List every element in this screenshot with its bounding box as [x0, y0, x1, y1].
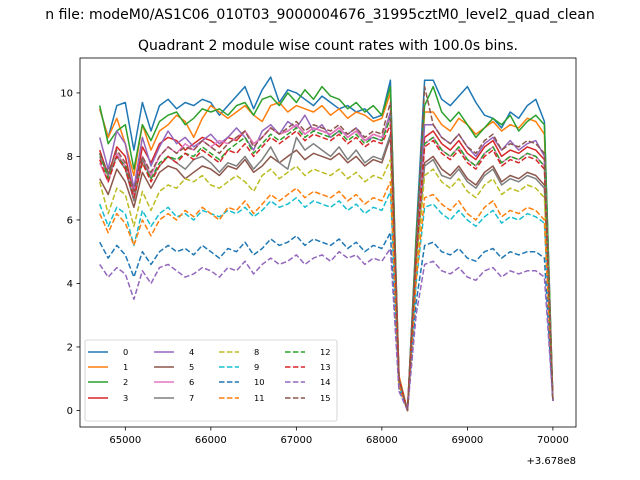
legend-label-12: 12	[320, 347, 331, 357]
series-line-15	[99, 85, 554, 412]
legend-label-5: 5	[189, 362, 194, 372]
series-line-12	[98, 117, 554, 412]
y-tick-label: 10	[60, 89, 73, 100]
y-axis-ticks: 0 2 4 6 8 10	[60, 89, 80, 417]
legend-label-15: 15	[320, 393, 331, 403]
legend-label-8: 8	[254, 347, 259, 357]
legend-label-2: 2	[123, 377, 128, 387]
x-axis-ticks: 65000 66000 67000 68000 69000 70000	[109, 427, 569, 446]
series-line-1	[98, 92, 554, 412]
legend-box	[84, 339, 338, 422]
x-tick-label: 67000	[280, 435, 312, 446]
series-line-2	[98, 85, 554, 412]
x-tick-label: 65000	[109, 435, 141, 446]
legend-label-14: 14	[320, 377, 331, 387]
y-tick-label: 8	[67, 152, 73, 163]
x-tick-label: 68000	[366, 435, 398, 446]
legend-label-11: 11	[254, 393, 265, 403]
series-line-13	[98, 123, 554, 412]
y-tick-label: 4	[67, 279, 73, 290]
axes-frame	[79, 57, 577, 428]
x-tick-label: 66000	[195, 435, 227, 446]
series-line-10	[99, 231, 554, 412]
x-tick-label: 69000	[451, 435, 483, 446]
series-line-8	[98, 158, 554, 412]
legend-label-9: 9	[254, 362, 259, 372]
x-axis-offset-label: +3.678e8	[526, 456, 576, 467]
y-tick-label: 0	[67, 406, 73, 417]
legend-label-10: 10	[254, 377, 265, 387]
chart-title: Quadrant 2 module wise count rates with …	[138, 38, 518, 54]
y-tick-label: 2	[67, 343, 73, 354]
legend-label-3: 3	[123, 393, 128, 403]
x-tick-label: 70000	[537, 435, 569, 446]
figure-suptitle: n file: modeM0/AS1C06_010T03_9000004676_…	[45, 7, 594, 23]
series-line-5	[99, 136, 554, 412]
series-line-9	[98, 190, 554, 412]
series-line-11	[99, 181, 554, 412]
series-line-4	[98, 111, 554, 412]
legend-label-7: 7	[189, 393, 194, 403]
series-line-14	[99, 247, 554, 412]
legend-label-0: 0	[123, 347, 128, 357]
series-line-0	[98, 76, 554, 412]
legend-label-1: 1	[123, 362, 128, 372]
y-tick-label: 6	[67, 216, 73, 227]
legend-label-4: 4	[189, 347, 194, 357]
legend-label-6: 6	[189, 377, 194, 387]
plot-lines	[98, 76, 554, 412]
legend-label-13: 13	[320, 362, 331, 372]
